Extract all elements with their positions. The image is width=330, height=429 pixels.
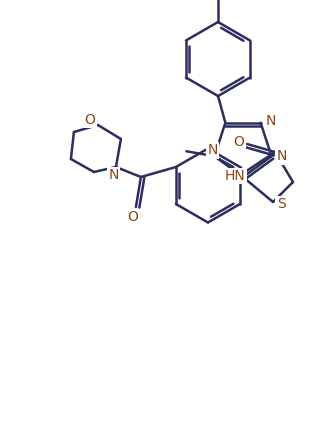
Text: S: S [277, 197, 285, 211]
Text: N: N [276, 149, 287, 163]
Text: N: N [265, 114, 276, 128]
Text: N: N [207, 143, 218, 157]
Text: HN: HN [225, 169, 246, 183]
Text: O: O [234, 135, 245, 149]
Text: O: O [127, 210, 138, 224]
Text: N: N [109, 168, 119, 182]
Text: O: O [84, 113, 95, 127]
